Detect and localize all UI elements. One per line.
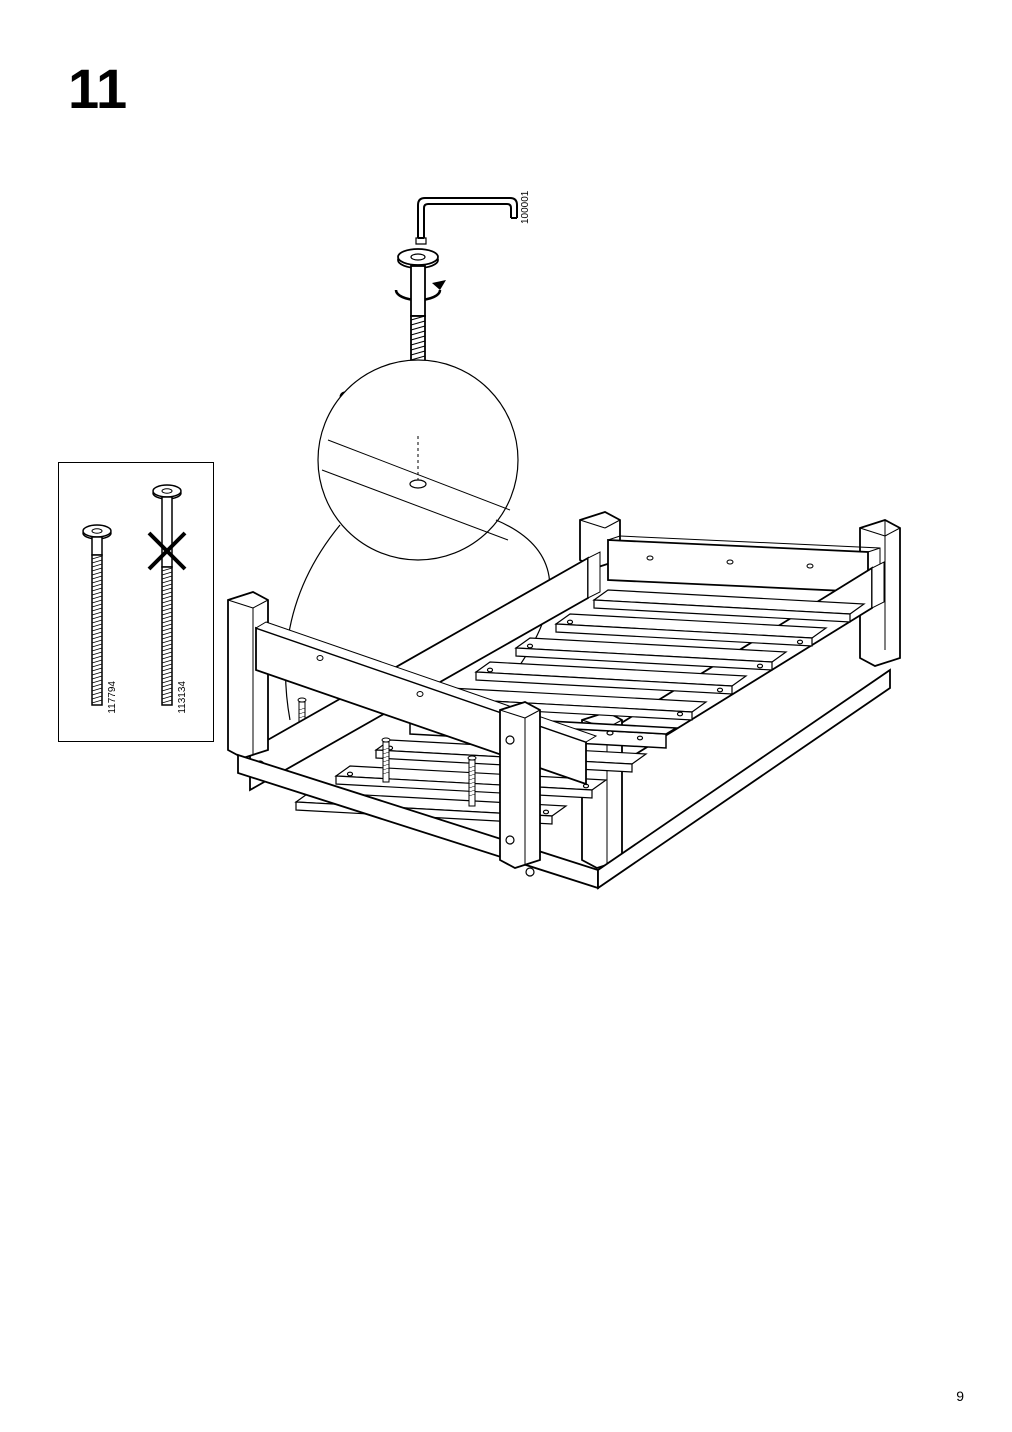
bolt-wrong-icon [149,485,185,705]
page-number: 9 [956,1388,964,1404]
step-number: 11 [68,56,127,121]
assembly-instruction-page: 11 [0,0,1012,1432]
furniture-frame-icon: C [228,512,900,888]
bolt-comparison-box: 117794 113134 [58,462,214,742]
bolt-wrong-partnum: 113134 [177,681,188,714]
allen-key-partnum: 100001 [520,190,531,224]
bolt-comparison-svg [59,463,215,743]
bolt-correct-icon [83,525,111,705]
allen-key-icon [416,198,517,244]
bolt-correct-partnum: 117794 [107,681,118,714]
main-assembly-diagram: 100001 [210,180,910,900]
